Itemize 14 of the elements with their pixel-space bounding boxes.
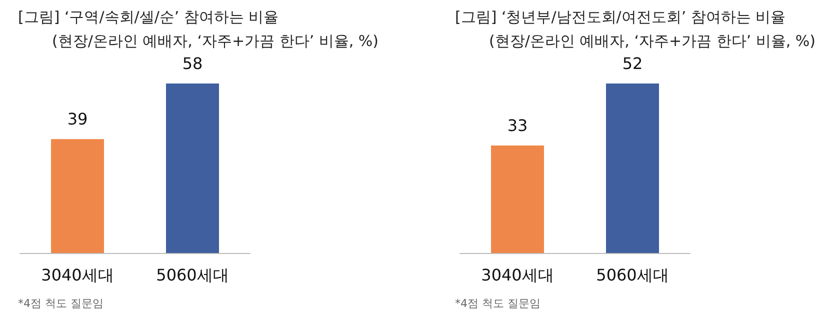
data-label: 52: [622, 54, 643, 74]
data-label: 58: [182, 54, 203, 74]
x-tick-label: 5060세대: [156, 266, 229, 284]
data-label: 33: [507, 116, 528, 135]
x-tick-label: 5060세대: [596, 266, 669, 284]
x-tick-label: 3040세대: [481, 266, 554, 284]
chart-subtitle: (현장/온라인 예배자, ‘자주+가끔 한다’ 비율, %): [489, 32, 816, 51]
chart-title: [그림] ‘구역/속회/셀/순’ 참여하는 비율: [18, 8, 279, 27]
chart-subtitle: (현장/온라인 예배자, ‘자주+가끔 한다’ 비율, %): [52, 32, 378, 51]
chart-title: [그림] ‘청년부/남전도회/여전도회’ 참여하는 비율: [455, 8, 786, 27]
text: *4점 척도 질문임: [18, 296, 104, 311]
text: *4점 척도 질문임: [455, 296, 540, 311]
x-tick-label: 3040세대: [41, 266, 114, 284]
data-label: 39: [67, 110, 88, 129]
